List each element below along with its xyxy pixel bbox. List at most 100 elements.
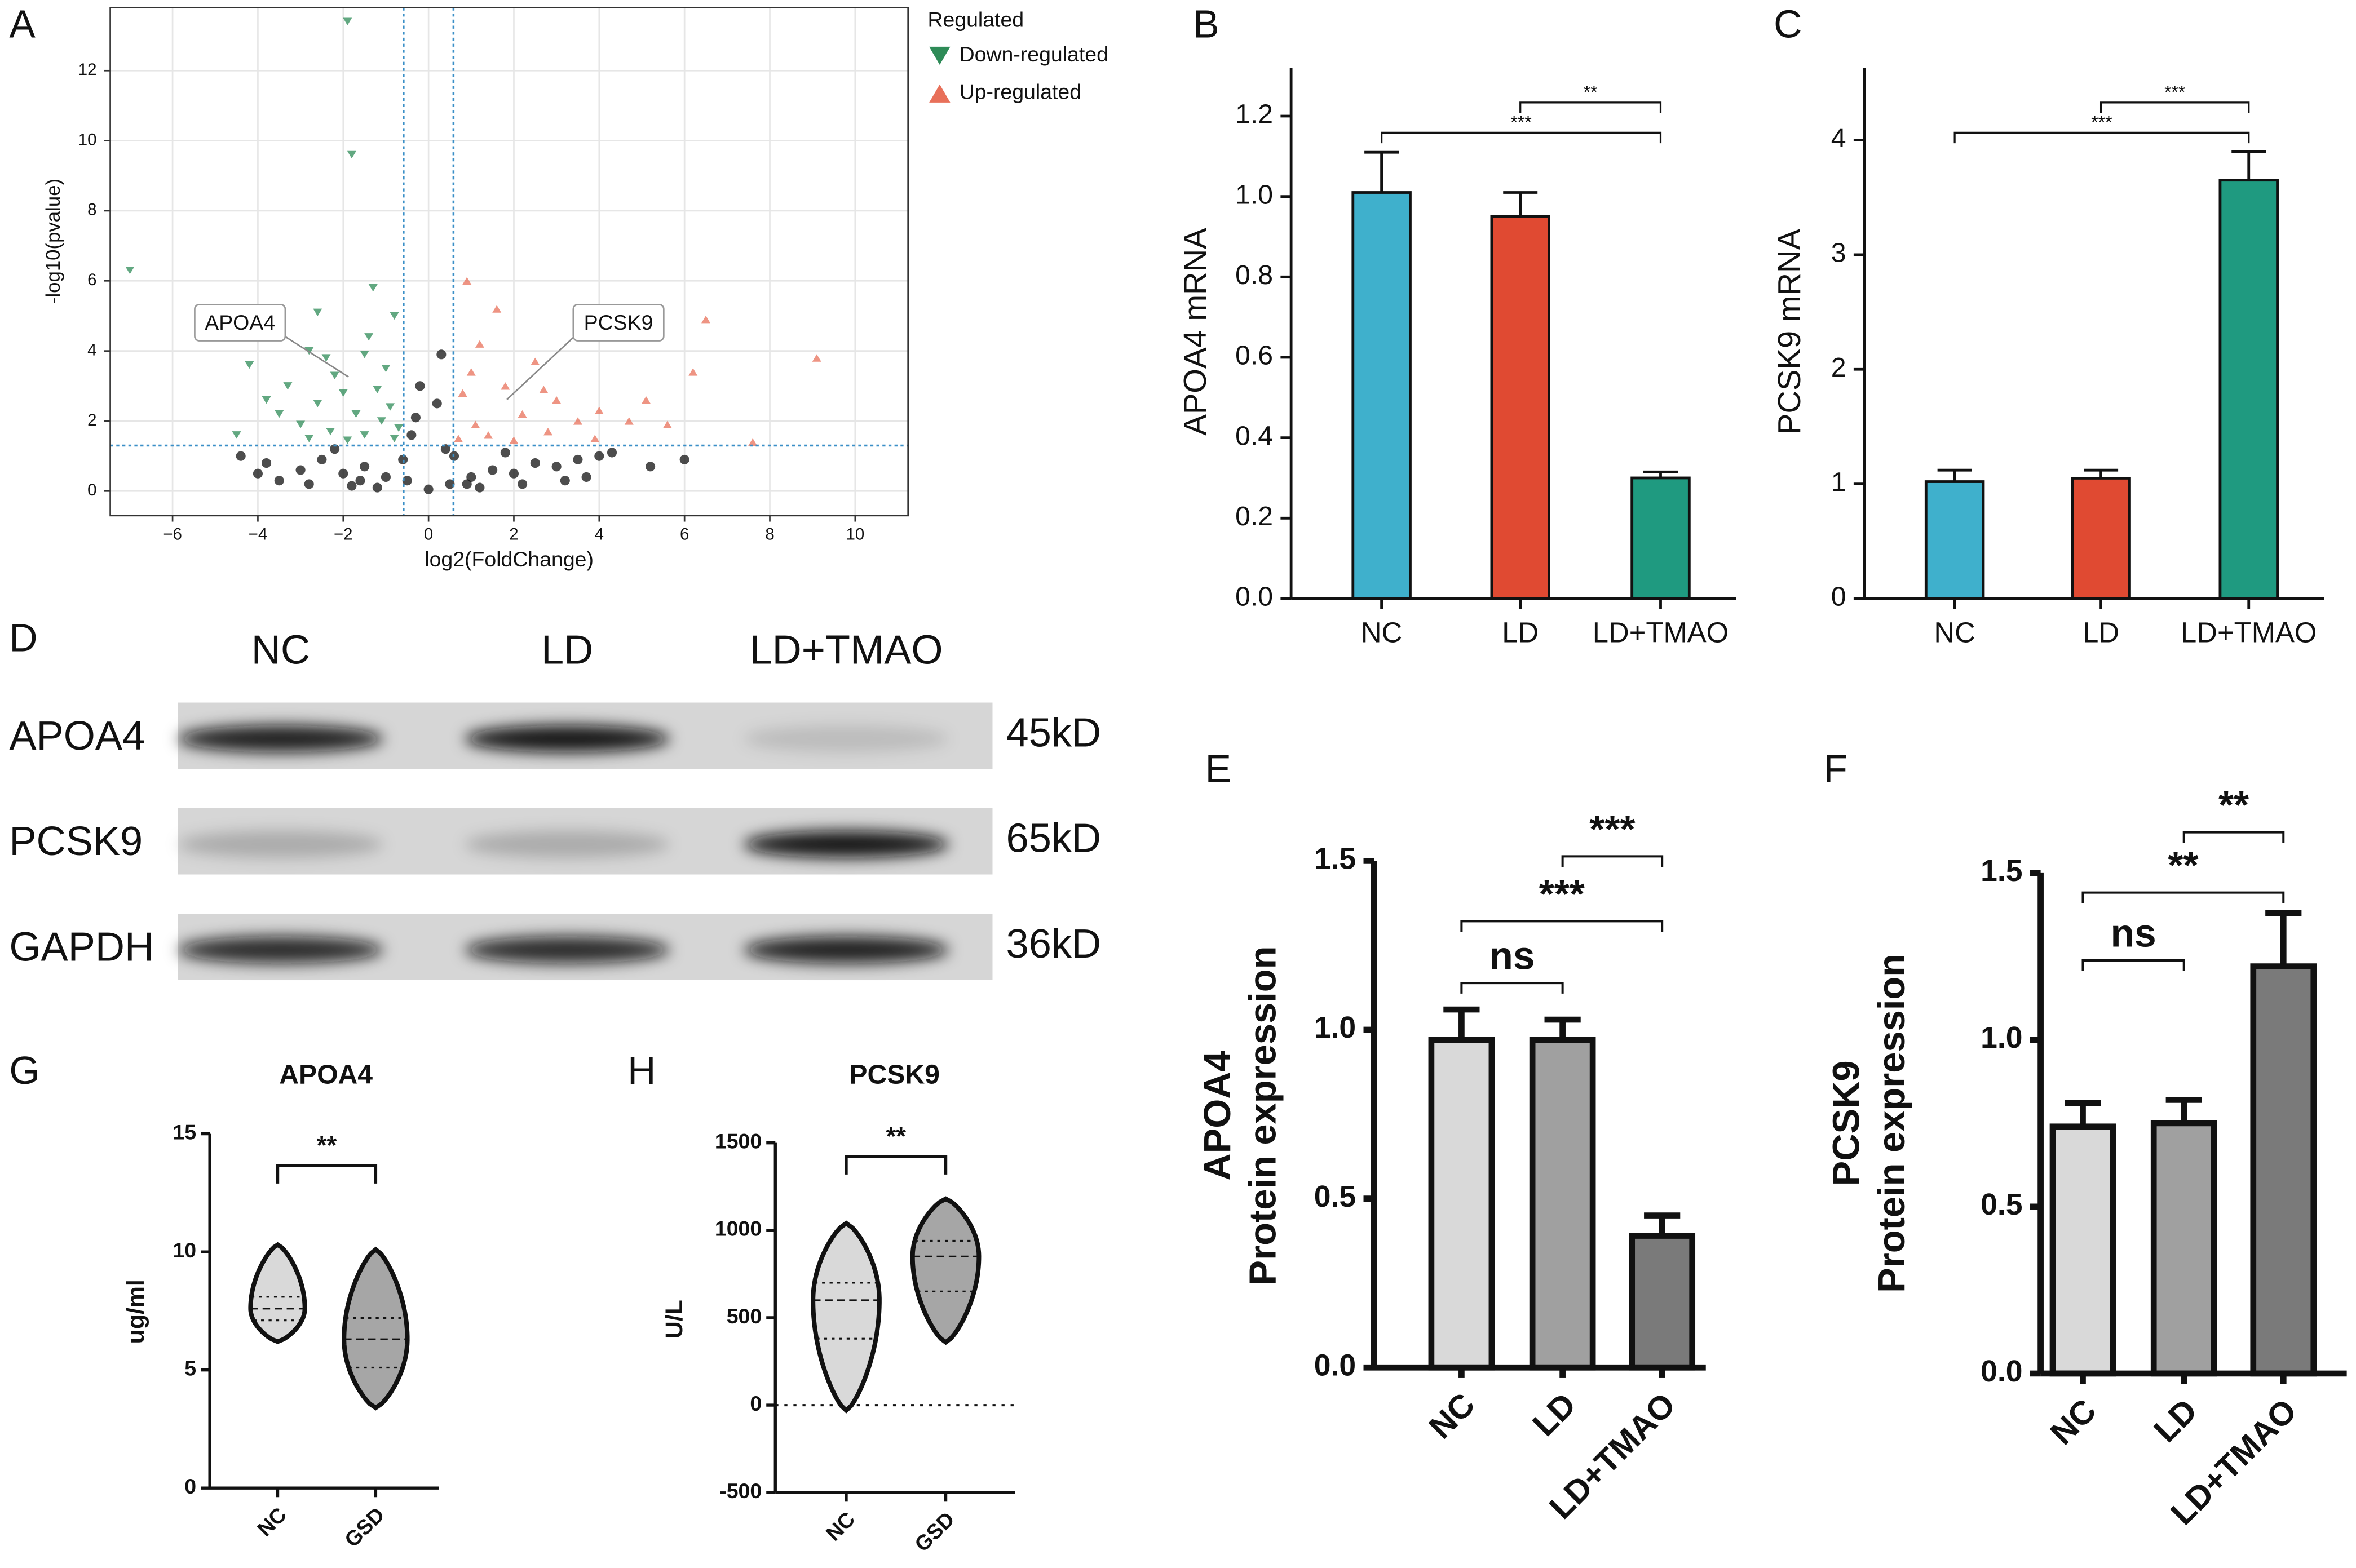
significance-bracket xyxy=(1460,982,1564,994)
y-tick-label: 2 xyxy=(87,411,96,429)
blot-band xyxy=(178,725,383,752)
point xyxy=(295,465,306,475)
point xyxy=(317,454,327,464)
point xyxy=(245,361,254,369)
point xyxy=(372,482,382,493)
point xyxy=(381,365,391,373)
point xyxy=(262,396,271,404)
significance-bracket xyxy=(2182,831,2285,843)
blot-band xyxy=(178,936,383,964)
point xyxy=(679,454,689,464)
x-tick-label: 8 xyxy=(765,525,774,543)
significance-label: ** xyxy=(1584,82,1598,102)
plot-frame xyxy=(109,7,909,517)
point xyxy=(373,386,382,393)
y-tick-label: 0.5 xyxy=(1981,1188,2022,1221)
y-tick-label: 1000 xyxy=(715,1217,762,1241)
significance-bracket xyxy=(1561,855,1664,867)
y-tick-label: 1500 xyxy=(715,1130,762,1153)
y-tick-label: 2 xyxy=(1831,352,1846,383)
x-tick-label: −6 xyxy=(163,525,182,543)
y-tick-label: 0.0 xyxy=(1981,1355,2022,1388)
y-tick-label: 4 xyxy=(1831,123,1846,153)
point xyxy=(390,435,399,442)
y-axis-label: Protein expression xyxy=(1241,946,1284,1286)
panel-label: A xyxy=(9,2,36,46)
point xyxy=(531,357,540,365)
significance-label: ** xyxy=(886,1122,907,1151)
blot-band xyxy=(178,830,383,858)
chart-title: APOA4 xyxy=(279,1060,373,1090)
x-tick-label: NC xyxy=(1361,617,1402,649)
annotation-box xyxy=(194,304,286,342)
bar xyxy=(1529,1037,1596,1371)
column-label: LD xyxy=(541,627,593,672)
point xyxy=(445,479,455,489)
y-tick-label: 6 xyxy=(87,271,96,289)
x-tick-label: −2 xyxy=(334,525,353,543)
significance-label: ns xyxy=(2111,911,2156,955)
point xyxy=(275,410,284,418)
significance-label: *** xyxy=(1510,112,1531,132)
significance-label: ** xyxy=(317,1131,337,1160)
y-tick-label: 1.5 xyxy=(1981,854,2022,888)
x-tick-label: 0 xyxy=(424,525,433,543)
point xyxy=(360,462,370,472)
y-tick-label: 0 xyxy=(1831,582,1846,612)
point xyxy=(462,479,472,489)
y-tick-label: 8 xyxy=(87,201,96,219)
panel-label: H xyxy=(627,1048,656,1092)
blot-band xyxy=(465,830,670,858)
y-axis-label: PCSK9 xyxy=(1825,1060,1868,1186)
point xyxy=(351,410,361,418)
size-label: 45kD xyxy=(1006,710,1102,755)
point xyxy=(432,398,442,409)
significance-bracket xyxy=(1519,101,1662,113)
blot-band xyxy=(465,936,670,964)
point xyxy=(330,444,340,454)
significance-bracket xyxy=(1381,131,1662,144)
significance-label: *** xyxy=(1589,807,1635,851)
bar xyxy=(1924,480,1985,600)
significance-bracket xyxy=(845,1155,948,1175)
point xyxy=(390,312,399,320)
point xyxy=(236,451,246,461)
point xyxy=(492,305,502,313)
bar xyxy=(1629,1233,1696,1371)
point xyxy=(381,472,391,482)
y-tick-label: 500 xyxy=(727,1304,762,1328)
legend-marker xyxy=(929,46,951,65)
y-tick-label: 10 xyxy=(78,130,97,149)
point xyxy=(488,465,498,475)
point xyxy=(475,482,485,493)
y-axis-label: Protein expression xyxy=(1871,954,1913,1293)
point xyxy=(748,438,758,446)
y-tick-label: 15 xyxy=(173,1120,196,1144)
violin-body xyxy=(910,1196,982,1345)
y-tick-label: 0.8 xyxy=(1235,260,1273,290)
significance-bracket xyxy=(1460,920,1664,932)
panel-label: D xyxy=(9,615,37,659)
point xyxy=(304,479,314,489)
point xyxy=(304,435,314,442)
point xyxy=(688,368,698,376)
legend-marker xyxy=(929,84,951,103)
point xyxy=(500,448,510,458)
point xyxy=(415,381,425,391)
y-axis-label: U/L xyxy=(661,1300,688,1339)
point xyxy=(475,340,484,348)
blot-band xyxy=(744,936,949,964)
bar xyxy=(2150,1120,2217,1377)
bar xyxy=(2049,1123,2116,1377)
significance-bracket xyxy=(276,1164,378,1184)
point xyxy=(360,431,369,439)
legend-label: Down-regulated xyxy=(960,42,1108,66)
y-axis-label: APOA4 xyxy=(1196,1051,1239,1180)
point xyxy=(509,468,519,479)
point xyxy=(338,389,348,397)
point xyxy=(594,451,604,461)
point xyxy=(551,462,562,472)
point xyxy=(296,420,306,428)
x-tick-label: LD+TMAO xyxy=(2181,617,2317,649)
